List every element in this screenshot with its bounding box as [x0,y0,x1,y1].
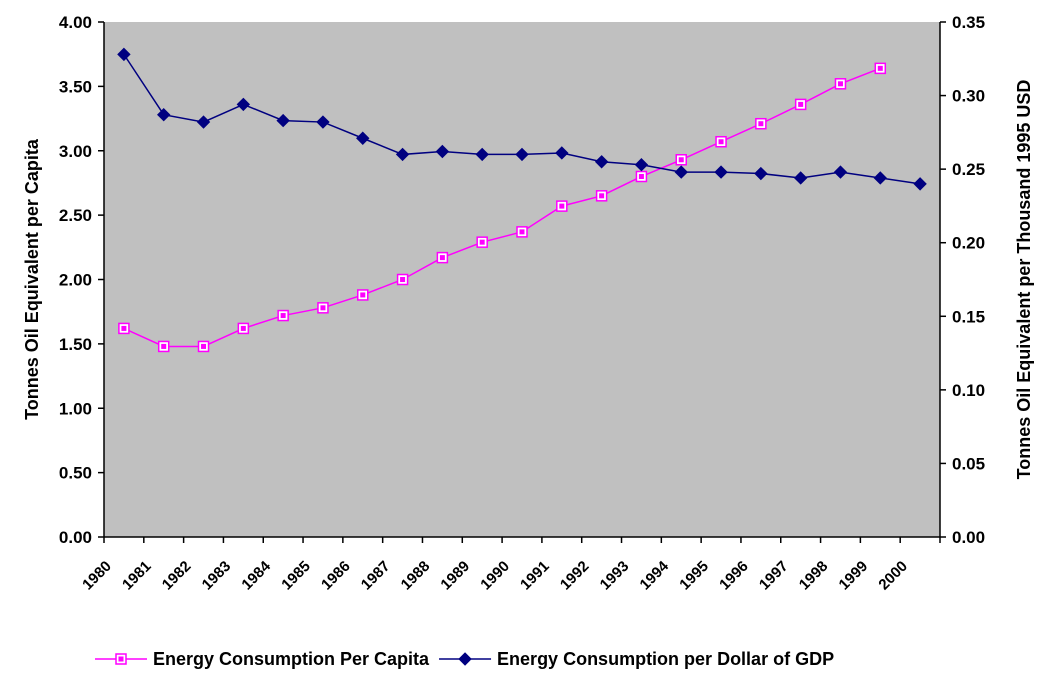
y-left-tick-label: 3.00 [59,142,92,161]
series-2-point [873,171,887,185]
legend-swatch-marker-inner [118,656,124,662]
series-1-point-inner [320,305,326,311]
series-1-point-inner [877,65,883,71]
series-2-point [475,147,489,162]
y-left-tick-label: 0.50 [59,464,92,483]
series-1-point-inner [161,343,167,349]
series-2-point [714,165,728,179]
x-tick-label: 1999 [836,558,872,594]
series-1-point-inner [479,239,485,245]
y-right-tick-label: 0.00 [952,528,985,547]
series-2-point [316,115,330,129]
series-1-point-inner [798,101,804,107]
series-1-point-inner [439,255,445,261]
series-2-point [634,158,649,172]
x-tick-label: 1984 [238,557,274,593]
series-2-point [833,165,848,179]
series-2-point [754,166,768,181]
series-2-point [196,115,211,129]
series-1-point-inner [240,325,246,331]
x-tick-label: 1998 [796,558,832,594]
x-tick-label: 1992 [557,558,593,594]
x-tick-label: 1983 [199,558,235,594]
series-layer [117,47,927,353]
legend: Energy Consumption Per Capita Energy Cons… [95,649,834,669]
x-tick-label: 1994 [637,557,673,593]
series-2-point [157,107,171,122]
y-right-tick-label: 0.10 [952,381,985,400]
series-2-point [674,165,688,179]
y-left-tick-label: 2.50 [59,206,92,225]
series-2-point [356,131,370,145]
legend-label: Energy Consumption Per Capita [153,649,430,669]
series-1-point-inner [201,343,207,349]
series-2-point [276,113,290,128]
series-2-point [555,146,569,160]
y-right-tick-label: 0.20 [952,234,985,253]
series-1-point-inner [121,325,127,331]
y-right-tick-label: 0.25 [952,160,985,179]
series-1 [118,62,887,353]
x-tick-label: 1986 [318,558,354,594]
series-2-point [515,147,529,162]
y-right-tick-label: 0.15 [952,307,985,326]
x-tick-label: 1995 [676,558,712,594]
series-1-line [123,67,881,348]
plot-area [104,22,940,537]
x-tick-label: 1982 [159,558,195,594]
series-2-point [236,97,251,112]
y-left-tick-label: 1.00 [59,399,92,418]
series-1-point-inner [519,229,525,235]
series-1-point-inner [837,81,843,87]
series-2 [117,47,927,191]
y-right-tick-label: 0.05 [952,454,985,473]
legend-item-1: Energy Consumption Per Capita [95,649,430,669]
series-1-point-inner [678,157,684,163]
series-1-point-inner [758,121,764,127]
y-left-tick-label: 0.00 [59,528,92,547]
x-tick-label: 1987 [358,558,394,594]
series-1-point-inner [360,292,366,298]
series-1-point-inner [280,313,286,319]
x-tick-label: 1980 [79,558,115,594]
x-tick-label: 1989 [437,558,473,594]
y-right-tick-label: 0.35 [952,13,985,32]
x-tick-label: 1981 [119,558,155,594]
series-2-point [117,47,131,62]
x-tick-label: 1996 [716,558,752,594]
x-tick-label: 1985 [278,558,314,594]
y-right-tick-label: 0.30 [952,87,985,106]
series-2-point [913,177,927,191]
y-axis-right-title: Tonnes Oil Equivalent per Thousand 1995 … [1014,80,1034,480]
series-2-point [594,155,609,169]
x-tick-label: 2000 [875,558,911,594]
series-2-point [435,144,450,159]
series-1-point-inner [718,139,724,145]
y-left-tick-label: 2.00 [59,271,92,290]
series-1-point-inner [638,174,644,179]
series-1-point-inner [599,193,605,199]
legend-swatch-marker [458,652,472,666]
x-tick-label: 1993 [597,558,633,594]
x-tick-label: 1997 [756,558,792,594]
series-2-point [395,147,410,162]
y-axis-left-title: Tonnes Oil Equivalent per Capita [22,138,42,420]
y-left-tick-label: 4.00 [59,13,92,32]
series-2-point [793,171,808,185]
x-tick-label: 1990 [477,558,513,594]
legend-item-2: Energy Consumption per Dollar of GDP [439,649,834,669]
x-tick-label: 1991 [517,558,553,594]
y-left-tick-label: 3.50 [59,77,92,96]
series-1-point-inner [559,203,565,209]
series-1-point-inner [400,277,406,282]
legend-label: Energy Consumption per Dollar of GDP [497,649,834,669]
y-left-tick-label: 1.50 [59,335,92,354]
x-tick-label: 1988 [398,558,434,594]
